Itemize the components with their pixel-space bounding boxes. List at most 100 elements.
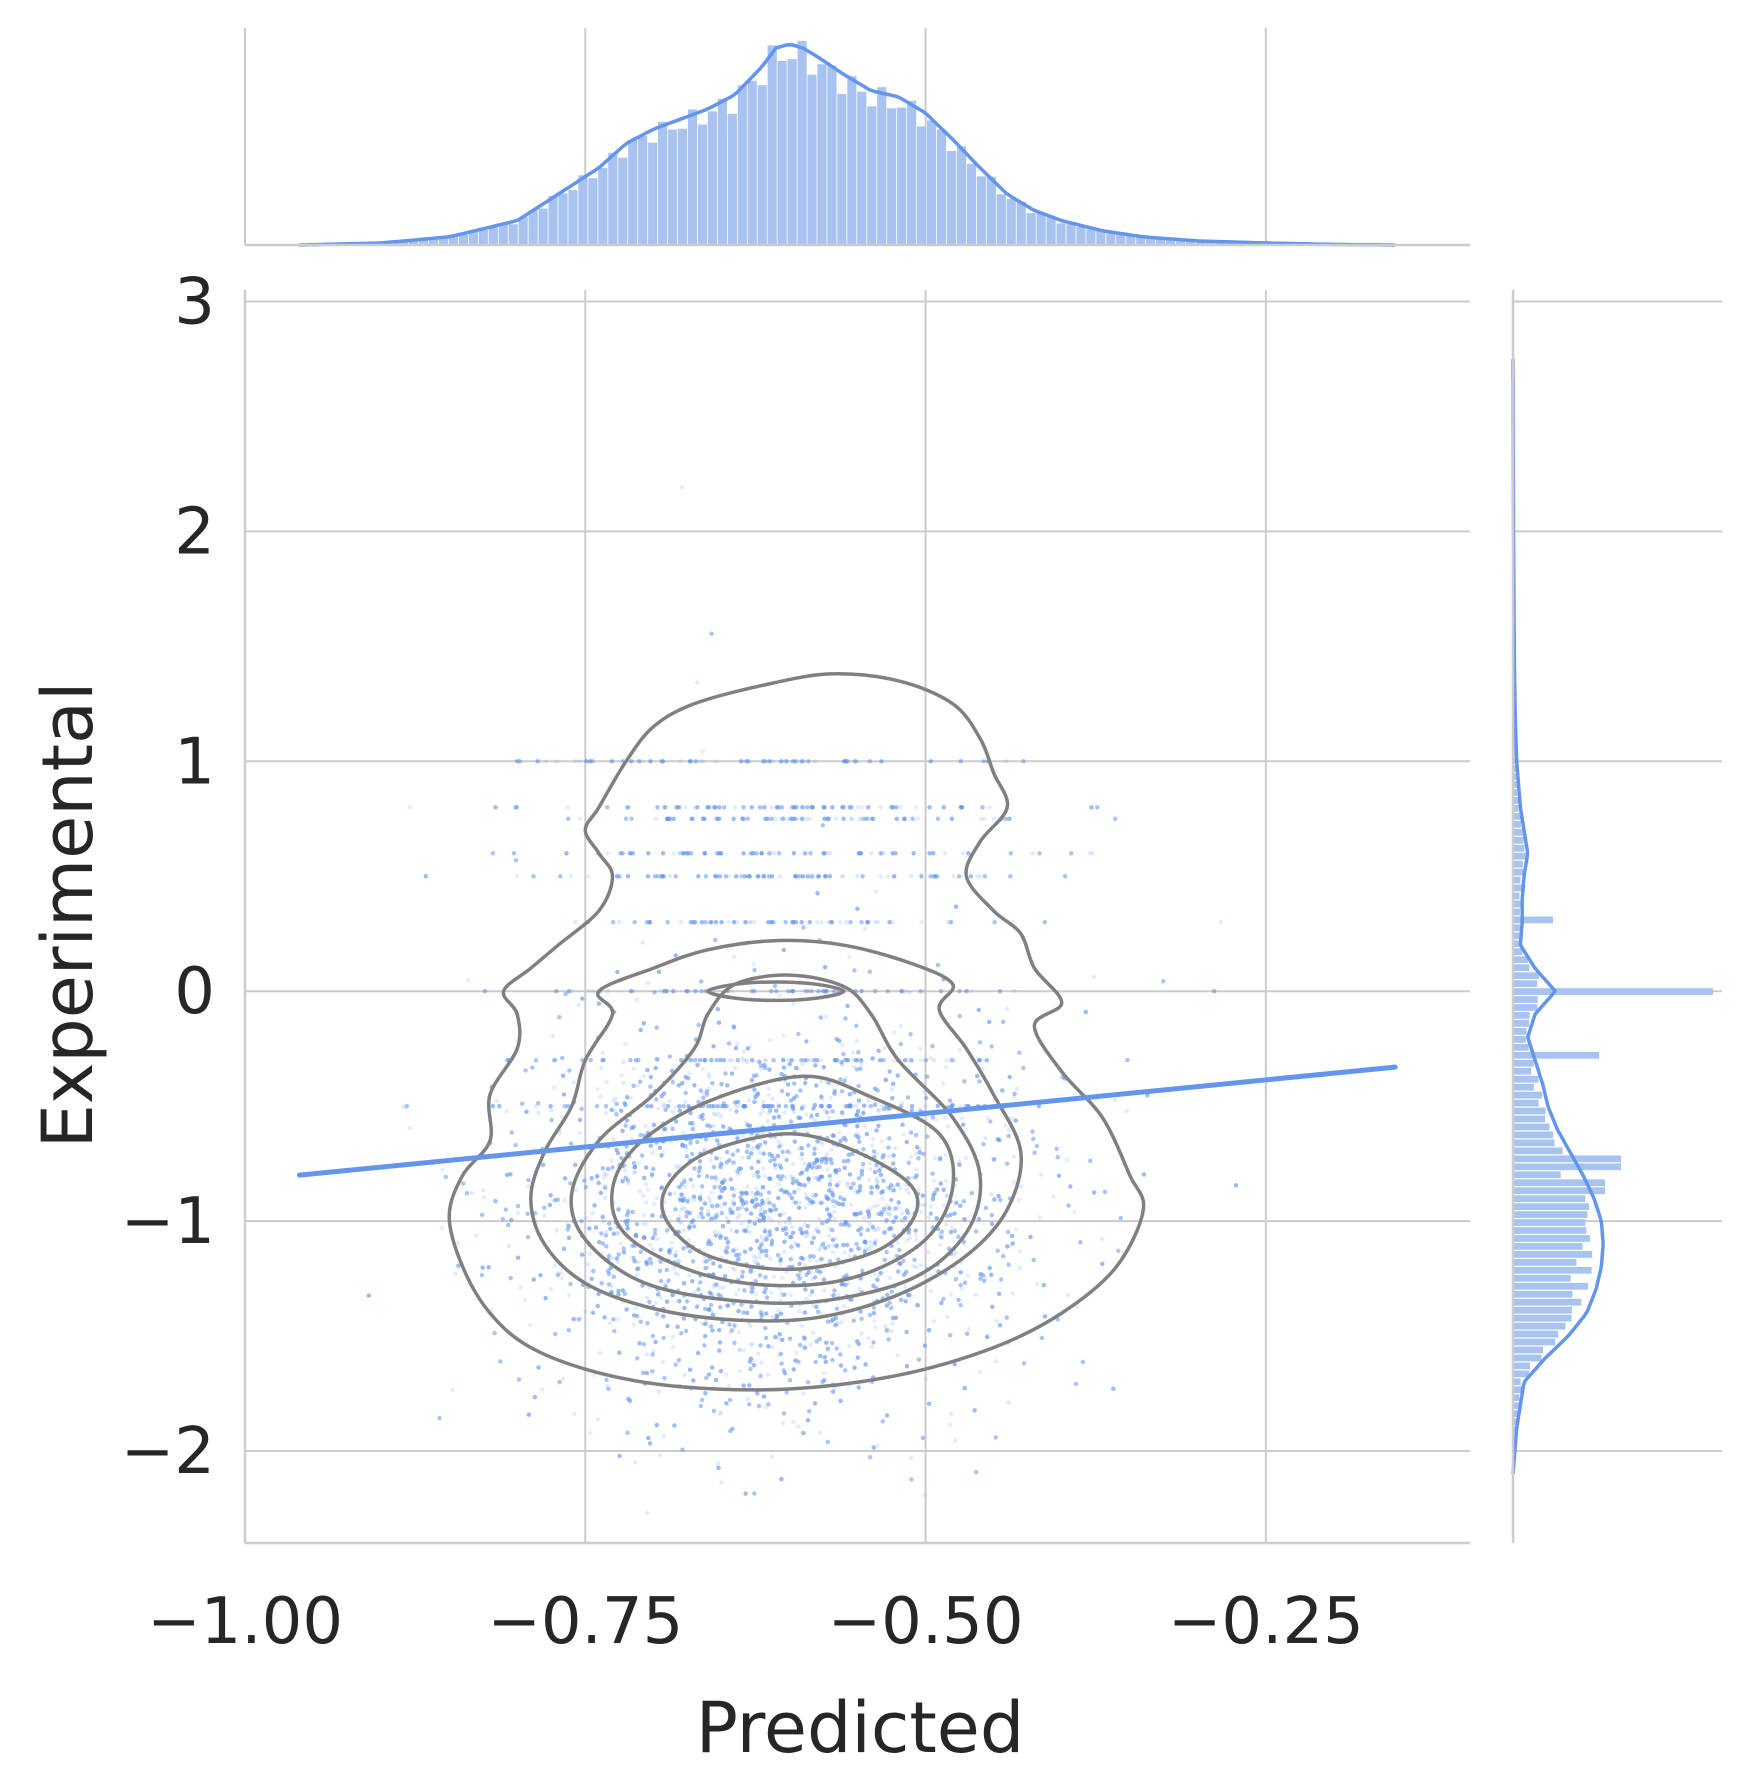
scatter-point [528, 1322, 533, 1328]
top-histogram-bar [757, 85, 767, 245]
scatter-point [786, 1082, 791, 1087]
scatter-point [636, 1160, 642, 1166]
scatter-point [751, 1358, 756, 1363]
scatter-point [641, 1222, 646, 1227]
scatter-point [776, 1139, 781, 1144]
scatter-point [787, 1221, 793, 1226]
scatter-point [625, 805, 630, 810]
top-histogram-bar [458, 234, 468, 245]
right-histogram-bar [1513, 980, 1538, 987]
scatter-point [931, 1178, 937, 1183]
top-histogram-bar [1176, 239, 1186, 245]
scatter-point [825, 851, 830, 856]
scatter-point [868, 1239, 873, 1245]
scatter-point [573, 920, 578, 925]
scatter-point [760, 1185, 765, 1190]
top-histogram-bar [628, 139, 638, 245]
scatter-point [709, 1310, 714, 1315]
top-histogram-bar [717, 98, 727, 246]
scatter-point [705, 805, 710, 810]
scatter-point [678, 920, 684, 925]
grid-layer [244, 28, 1722, 1543]
scatter-point [854, 759, 860, 764]
scatter-point [729, 989, 734, 994]
scatter-point [818, 1430, 823, 1435]
scatter-point [657, 1452, 663, 1458]
right-histogram-bar [1513, 948, 1523, 956]
scatter-point [870, 1143, 875, 1148]
scatter-point [824, 989, 829, 994]
scatter-point [598, 1094, 603, 1099]
scatter-point [799, 1156, 804, 1162]
scatter-point [883, 1324, 888, 1329]
scatter-point [767, 1104, 772, 1109]
scatter-point [494, 1200, 499, 1205]
scatter-point [989, 1192, 994, 1197]
scatter-point [781, 1421, 786, 1426]
scatter-point [874, 1227, 879, 1233]
scatter-point [913, 1151, 919, 1157]
scatter-point [767, 1256, 773, 1261]
right-histogram-bar [1513, 1394, 1520, 1402]
scatter-point [915, 816, 920, 821]
right-histogram-bar [1513, 1179, 1605, 1187]
scatter-point [873, 1238, 879, 1243]
scatter-point [679, 1207, 684, 1212]
scatter-point [847, 1092, 852, 1097]
scatter-point [987, 1265, 992, 1271]
scatter-point [853, 1188, 859, 1194]
scatter-point [636, 1259, 641, 1265]
scatter-point [993, 1359, 999, 1364]
scatter-point [801, 1391, 806, 1396]
scatter-point [1016, 1197, 1022, 1202]
scatter-point [829, 1186, 834, 1191]
scatter-point [936, 874, 941, 879]
scatter-point [670, 1292, 675, 1298]
scatter-point [812, 1117, 817, 1123]
scatter-point [766, 1086, 771, 1091]
right-histogram-bar [1513, 1099, 1539, 1107]
scatter-point [926, 1250, 931, 1255]
scatter-point [648, 759, 653, 764]
scatter-point [883, 1209, 888, 1215]
scatter-point [826, 1115, 832, 1121]
scatter-point [717, 1163, 722, 1168]
scatter-point [672, 1265, 677, 1271]
scatter-point [559, 1276, 565, 1281]
right-histogram-bar [1513, 1227, 1587, 1234]
scatter-point [757, 1250, 763, 1256]
scatter-point [708, 1199, 713, 1204]
top-histogram-bar [976, 176, 986, 245]
scatter-point [923, 1377, 928, 1382]
scatter-point [806, 1180, 811, 1185]
scatter-point [749, 1211, 754, 1216]
scatter-point [658, 1295, 664, 1300]
top-histogram-bar [578, 175, 588, 245]
scatter-point [847, 1343, 852, 1349]
scatter-point [832, 1204, 837, 1209]
scatter-point [817, 1174, 822, 1179]
scatter-point [1072, 1209, 1077, 1215]
scatter-point [796, 1205, 802, 1211]
scatter-point [631, 1170, 636, 1175]
scatter-point [899, 1217, 904, 1222]
scatter-point [914, 1265, 919, 1270]
top-histogram-bar [409, 240, 419, 245]
scatter-point [825, 1206, 831, 1211]
right-histogram-bar [1513, 972, 1540, 980]
scatter-point [780, 1226, 785, 1231]
scatter-point [628, 851, 634, 856]
scatter-point [959, 1286, 965, 1291]
scatter-point [778, 1291, 783, 1296]
scatter-point [868, 1166, 873, 1172]
scatter-point [559, 1271, 564, 1276]
scatter-point [776, 1308, 781, 1313]
scatter-point [645, 1510, 650, 1516]
top-histogram-bar [727, 113, 737, 246]
scatter-point [859, 1059, 864, 1064]
scatter-point [928, 1056, 933, 1061]
scatter-point [677, 1220, 683, 1225]
scatter-point [667, 1098, 672, 1104]
scatter-point [879, 1104, 885, 1109]
